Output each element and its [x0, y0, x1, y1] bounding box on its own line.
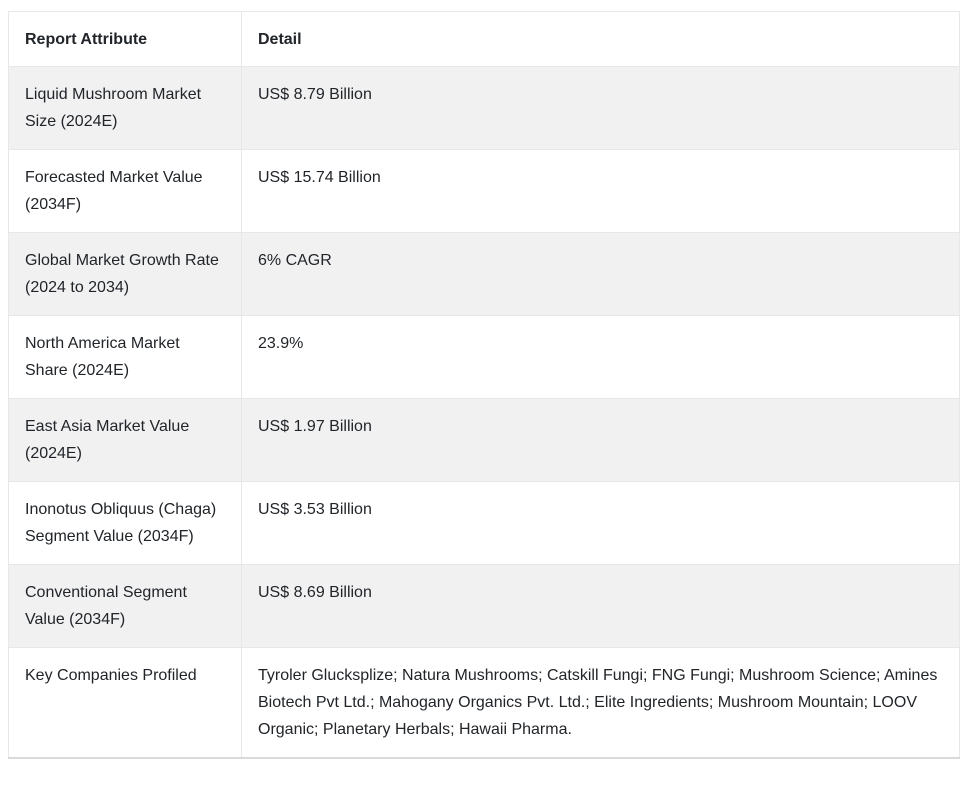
detail-cell: 23.9%	[241, 315, 960, 399]
detail-cell: US$ 8.79 Billion	[241, 66, 960, 150]
report-summary-table-container: Report Attribute Detail Liquid Mushroom …	[8, 11, 960, 759]
detail-cell: US$ 1.97 Billion	[241, 398, 960, 482]
table-header: Report Attribute Detail	[8, 11, 960, 67]
header-row: Report Attribute Detail	[8, 11, 960, 67]
attribute-cell: Conventional Segment Value (2034F)	[8, 564, 242, 648]
attribute-cell: Key Companies Profiled	[8, 647, 242, 759]
column-header-report-attribute: Report Attribute	[8, 11, 242, 67]
table-row: Conventional Segment Value (2034F) US$ 8…	[8, 564, 960, 648]
attribute-cell: Global Market Growth Rate (2024 to 2034)	[8, 232, 242, 316]
column-header-detail: Detail	[241, 11, 960, 67]
detail-cell: US$ 8.69 Billion	[241, 564, 960, 648]
report-summary-table: Report Attribute Detail Liquid Mushroom …	[8, 11, 960, 759]
table-body: Liquid Mushroom Market Size (2024E) US$ …	[8, 66, 960, 759]
detail-cell: US$ 3.53 Billion	[241, 481, 960, 565]
table-row: East Asia Market Value (2024E) US$ 1.97 …	[8, 398, 960, 482]
detail-cell: 6% CAGR	[241, 232, 960, 316]
attribute-cell: Liquid Mushroom Market Size (2024E)	[8, 66, 242, 150]
attribute-cell: Forecasted Market Value (2034F)	[8, 149, 242, 233]
table-row: North America Market Share (2024E) 23.9%	[8, 315, 960, 399]
detail-cell: Tyroler Glucksplize; Natura Mushrooms; C…	[241, 647, 960, 759]
table-row: Inonotus Obliquus (Chaga) Segment Value …	[8, 481, 960, 565]
table-row: Key Companies Profiled Tyroler Gluckspli…	[8, 647, 960, 759]
detail-cell: US$ 15.74 Billion	[241, 149, 960, 233]
table-row: Forecasted Market Value (2034F) US$ 15.7…	[8, 149, 960, 233]
table-row: Global Market Growth Rate (2024 to 2034)…	[8, 232, 960, 316]
attribute-cell: Inonotus Obliquus (Chaga) Segment Value …	[8, 481, 242, 565]
table-row: Liquid Mushroom Market Size (2024E) US$ …	[8, 66, 960, 150]
attribute-cell: East Asia Market Value (2024E)	[8, 398, 242, 482]
attribute-cell: North America Market Share (2024E)	[8, 315, 242, 399]
